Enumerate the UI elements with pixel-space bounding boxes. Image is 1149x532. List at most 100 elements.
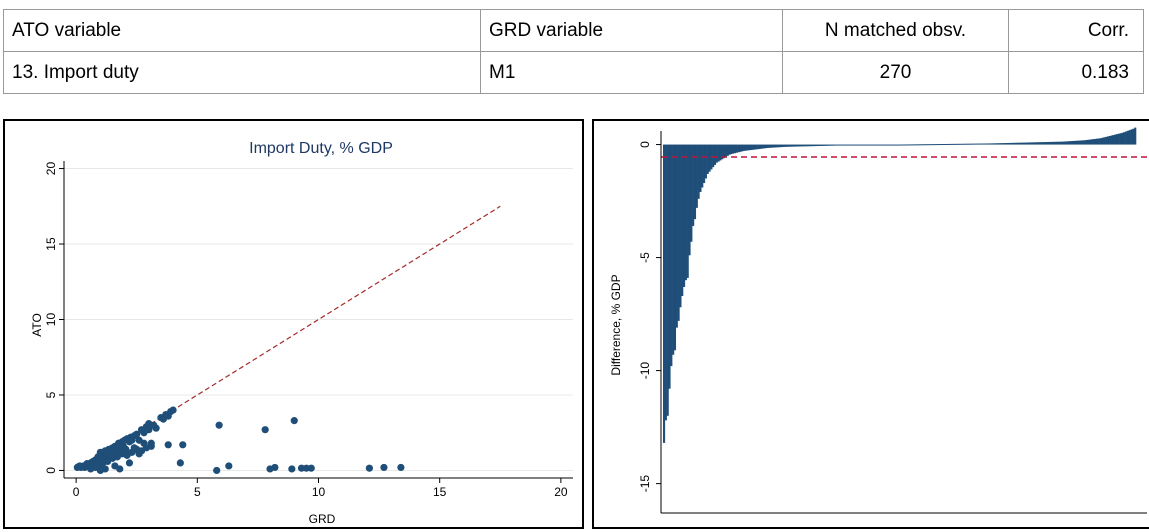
difference-bar	[721, 144, 724, 160]
difference-bar	[863, 144, 866, 146]
difference-bar	[1121, 132, 1124, 145]
difference-bar	[861, 144, 864, 146]
difference-bar	[1008, 142, 1011, 145]
difference-bar	[815, 144, 818, 147]
scatter-point	[140, 439, 148, 447]
difference-axes: 0 -5 -10 -15	[638, 131, 1147, 514]
scatter-gridlines	[64, 168, 573, 471]
difference-bar	[1015, 142, 1019, 145]
difference-bar	[986, 143, 989, 145]
difference-bar	[906, 144, 909, 146]
difference-bar	[795, 144, 798, 147]
difference-bar	[1134, 127, 1137, 145]
difference-bar	[772, 144, 775, 148]
difference-bar	[886, 144, 889, 146]
y-tick-label: 0	[44, 467, 58, 474]
difference-bar	[914, 144, 917, 146]
y-tick-label: 15	[44, 237, 58, 251]
difference-bar	[961, 143, 964, 145]
difference-bar	[924, 144, 928, 146]
difference-bar	[994, 143, 997, 145]
difference-bar	[804, 144, 808, 147]
difference-bar	[812, 144, 815, 147]
difference-bar	[935, 144, 939, 146]
difference-bar	[959, 143, 962, 145]
scatter-point	[365, 464, 373, 472]
difference-bar	[728, 144, 731, 155]
difference-bar	[908, 144, 911, 146]
difference-bar	[806, 144, 809, 147]
difference-bar	[835, 144, 838, 146]
scatter-point	[130, 444, 138, 452]
difference-bar	[723, 144, 726, 159]
difference-bar	[1032, 142, 1035, 145]
difference-bar	[1117, 133, 1120, 145]
scatter-point	[215, 421, 223, 429]
difference-panel: 0 -5 -10 -15 Difference, % GDP	[592, 119, 1149, 529]
difference-bar	[1085, 140, 1088, 145]
difference-bar	[875, 144, 878, 146]
difference-bar	[899, 144, 902, 146]
difference-bar	[1026, 142, 1029, 145]
difference-bar	[828, 144, 831, 146]
scatter-point	[213, 466, 221, 475]
difference-bar	[741, 144, 744, 152]
difference-bar	[1025, 142, 1028, 145]
difference-bar	[1054, 141, 1057, 145]
difference-bar	[670, 144, 673, 367]
difference-bar	[748, 144, 751, 151]
difference-bar	[872, 144, 875, 146]
difference-bar	[1092, 139, 1095, 145]
header-n-matched: N matched obsv.	[782, 9, 1009, 52]
difference-bar	[917, 144, 920, 146]
difference-bar	[954, 143, 957, 145]
difference-bar	[1105, 136, 1108, 145]
difference-bar	[852, 144, 855, 146]
difference-bar	[850, 144, 853, 146]
difference-bar	[1103, 137, 1106, 145]
difference-bar	[848, 144, 851, 146]
difference-bar	[879, 144, 882, 146]
scatter-point	[288, 465, 296, 473]
difference-bar	[739, 144, 742, 152]
difference-bar	[883, 144, 886, 146]
difference-bar	[888, 144, 891, 146]
difference-bar	[701, 144, 704, 188]
difference-bar	[1130, 129, 1133, 145]
scatter-point	[290, 417, 298, 425]
difference-bar	[1112, 135, 1115, 145]
difference-bar	[1019, 142, 1022, 145]
summary-table: ATO variable GRD variable N matched obsv…	[3, 9, 1144, 94]
difference-bar	[708, 144, 711, 172]
difference-bar	[1030, 142, 1033, 145]
difference-bar	[1055, 141, 1059, 145]
difference-bar	[874, 144, 877, 146]
difference-bar	[930, 144, 933, 146]
difference-bar	[1061, 141, 1064, 145]
difference-bar	[1005, 143, 1008, 145]
difference-bar	[706, 144, 709, 174]
difference-bar	[934, 144, 937, 146]
scatter-point	[120, 447, 129, 455]
scatter-point	[261, 426, 269, 434]
difference-bar-chart: 0 -5 -10 -15 Difference, % GDP	[609, 127, 1147, 514]
difference-bar	[1086, 139, 1089, 145]
difference-bar	[910, 144, 913, 146]
scatter-point	[179, 441, 187, 449]
difference-bar	[985, 143, 988, 145]
difference-bar	[957, 143, 960, 145]
difference-bar	[753, 144, 757, 150]
scatter-point	[145, 426, 153, 434]
difference-bar	[724, 144, 727, 157]
difference-bar	[1017, 142, 1020, 145]
difference-bar	[699, 144, 702, 193]
difference-bar	[1101, 137, 1104, 145]
x-tick-label: 10	[312, 485, 326, 499]
difference-bar	[1066, 141, 1069, 145]
difference-bar	[1070, 141, 1073, 145]
difference-bar	[901, 144, 904, 146]
difference-bar	[990, 143, 993, 145]
difference-bar	[941, 144, 944, 146]
scatter-point	[380, 463, 388, 472]
